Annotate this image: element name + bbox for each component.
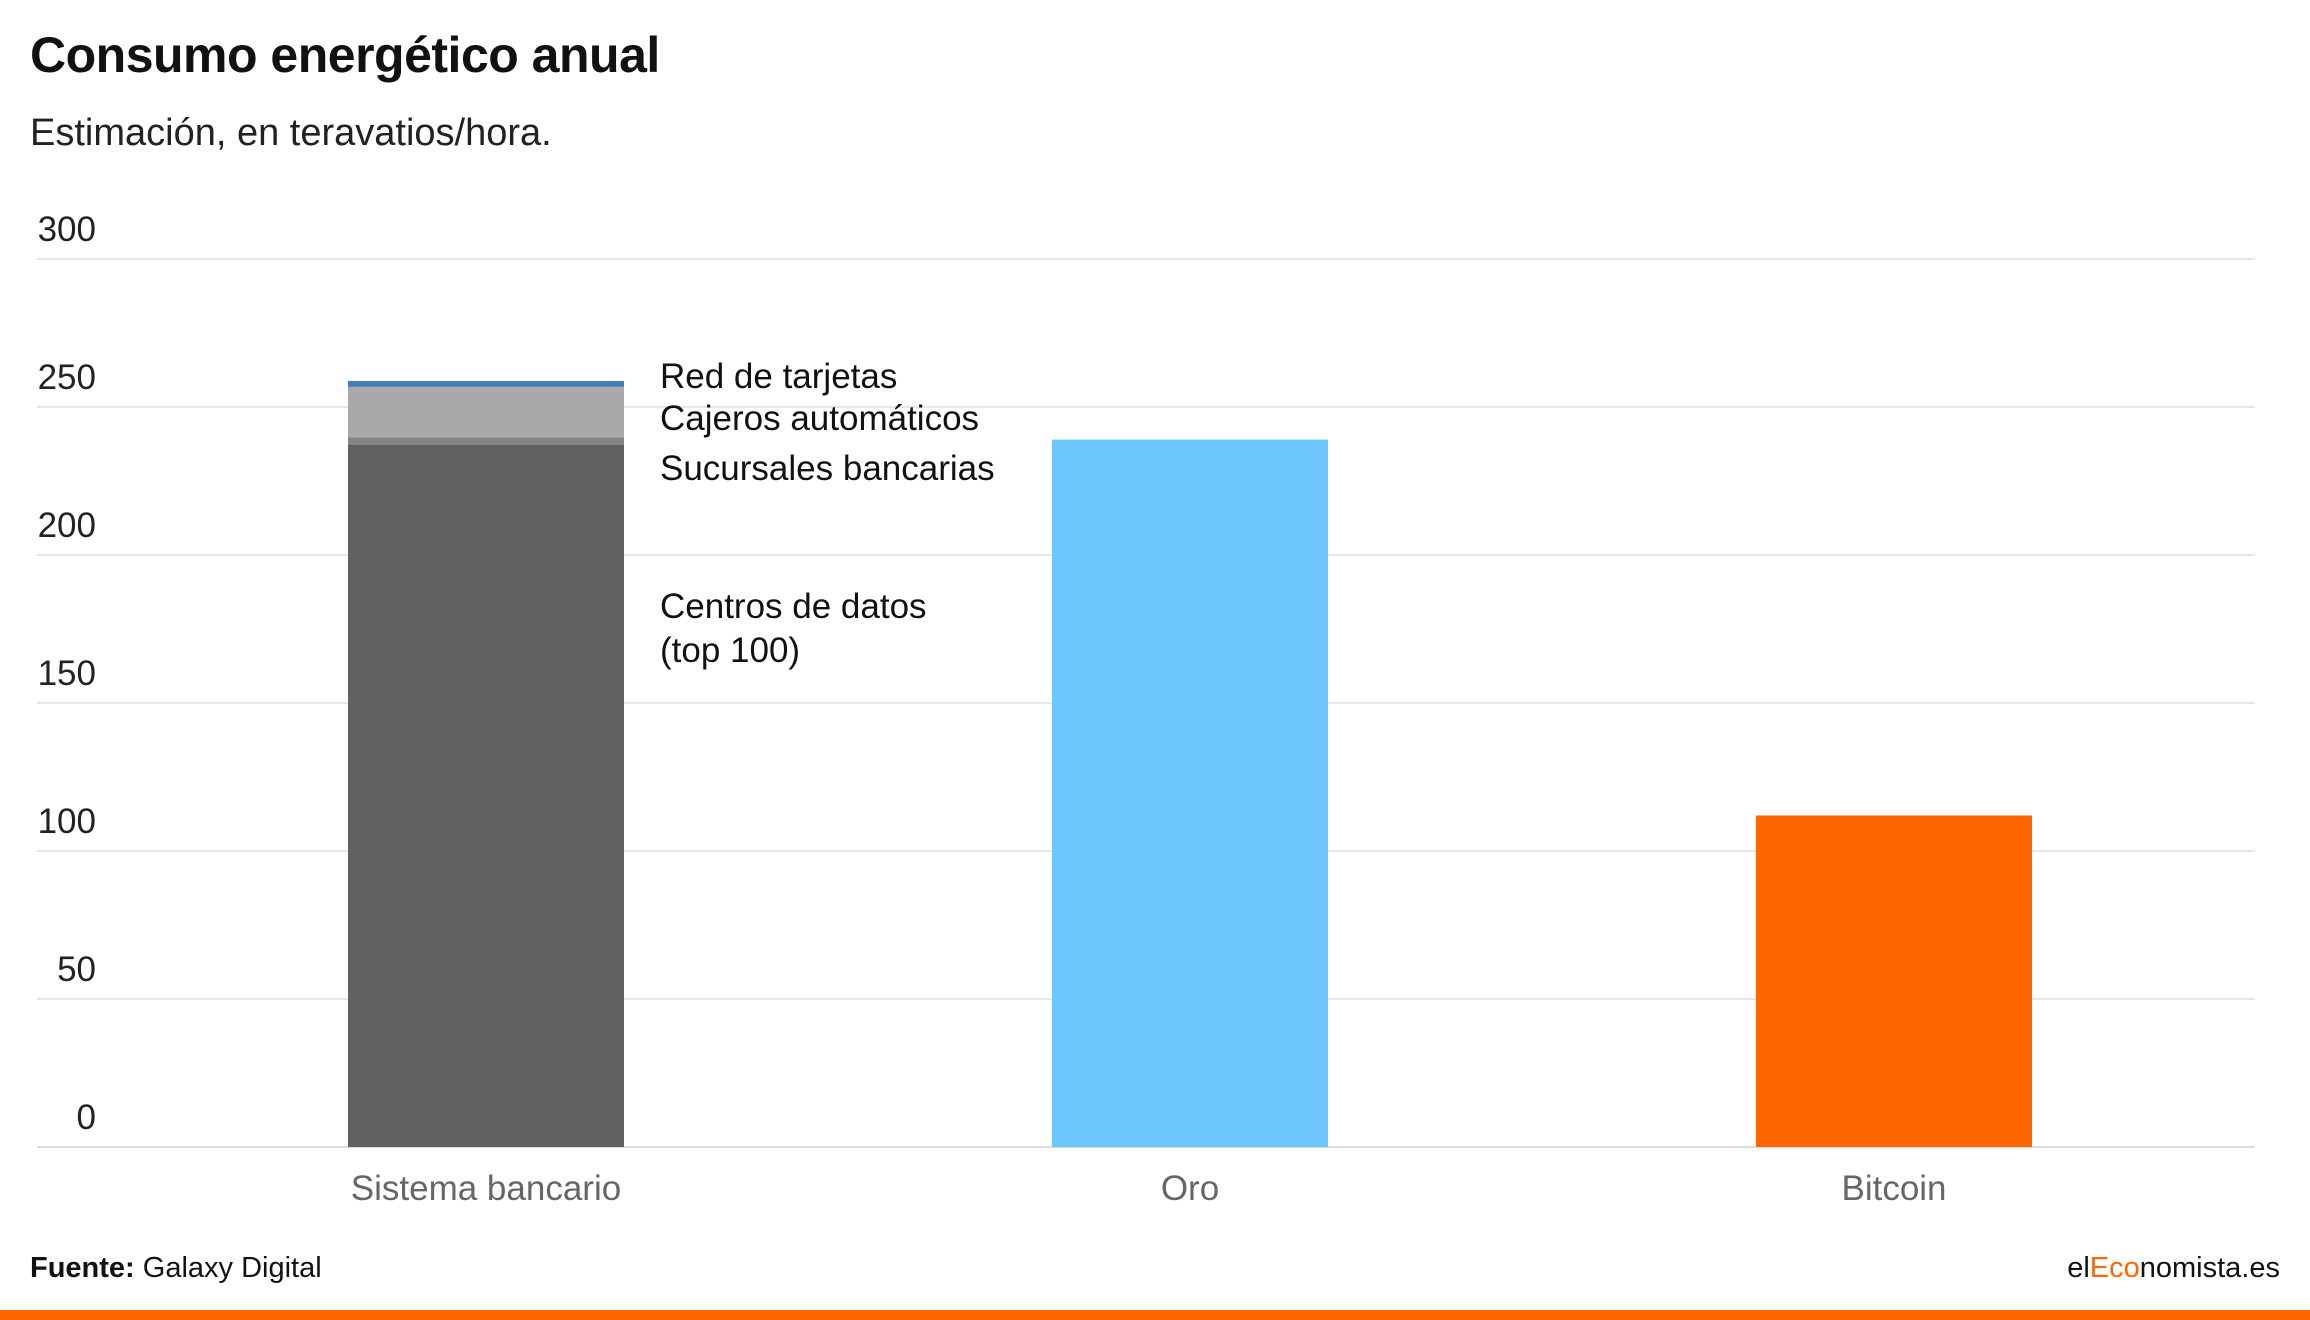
source-note: Fuente: Galaxy Digital (30, 1252, 322, 1285)
brand-prefix: el (2067, 1252, 2090, 1284)
segment-label: Red de tarjetas (660, 357, 897, 396)
x-tick-label: Oro (1161, 1169, 1219, 1208)
bar-segment-cajeros-autom-ticos (348, 386, 624, 438)
source-label: Fuente: (30, 1252, 135, 1284)
bar-segment-sucursales-bancarias (348, 437, 624, 445)
chart-subtitle: Estimación, en teravatios/hora. (30, 112, 552, 154)
y-tick-label: 150 (38, 654, 96, 693)
brand-suffix: nomista.es (2139, 1252, 2280, 1284)
y-tick-label: 0 (77, 1098, 96, 1137)
x-tick-label: Sistema bancario (351, 1169, 621, 1208)
segment-label: Cajeros automáticos (660, 399, 979, 438)
segment-label: Centros de datos (660, 587, 927, 626)
source-value: Galaxy Digital (142, 1252, 322, 1284)
x-tick-label: Bitcoin (1841, 1169, 1946, 1208)
bar-segment-red-de-tarjetas (348, 380, 624, 387)
brand-logo: elEconomista.es (2067, 1252, 2280, 1285)
bar-segment-bitcoin (1756, 815, 2032, 1147)
brand-highlight: Eco (2089, 1252, 2140, 1284)
y-tick-label: 200 (38, 506, 96, 545)
y-tick-label: 300 (38, 210, 96, 249)
bar-segment-centros-de-datos-top-100- (348, 444, 624, 1147)
y-tick-label: 250 (38, 358, 96, 397)
chart-title: Consumo energético anual (30, 27, 660, 83)
segment-label: (top 100) (660, 631, 800, 670)
y-tick-label: 100 (38, 802, 96, 841)
segment-label: Sucursales bancarias (660, 449, 995, 488)
bar-segment-oro (1052, 439, 1328, 1147)
y-tick-label: 50 (57, 950, 96, 989)
brand-bottom-bar (0, 1310, 2310, 1320)
